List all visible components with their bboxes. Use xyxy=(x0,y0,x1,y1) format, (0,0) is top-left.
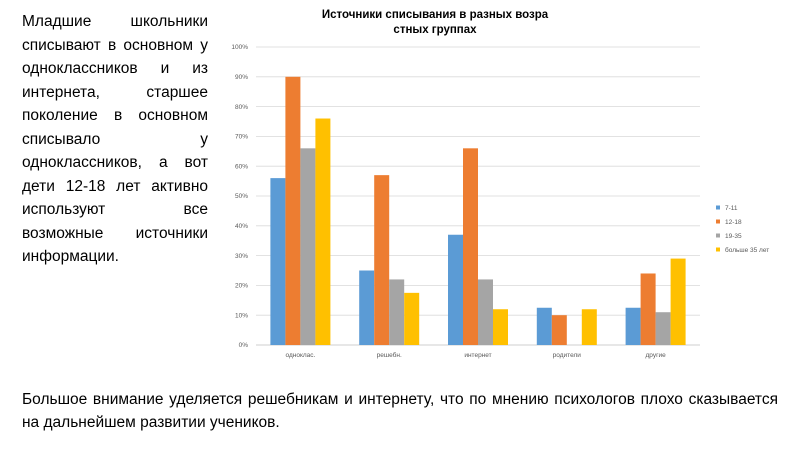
legend-label: 19-35 xyxy=(725,233,742,240)
bar xyxy=(359,270,375,345)
bar xyxy=(315,118,331,346)
bar xyxy=(493,309,508,345)
legend-swatch xyxy=(716,219,720,224)
legend-swatch xyxy=(716,233,720,238)
legend-label: 12-18 xyxy=(725,219,742,226)
bar xyxy=(285,76,301,346)
bar xyxy=(670,258,686,345)
x-category-label: решебн. xyxy=(377,351,402,359)
legend-label: 7-11 xyxy=(725,205,738,212)
y-tick-label: 50% xyxy=(235,193,248,200)
x-category-label: интернет xyxy=(464,352,491,359)
bar xyxy=(640,273,656,345)
bar xyxy=(270,178,286,345)
bar xyxy=(536,307,552,345)
bar xyxy=(404,292,420,345)
y-tick-label: 80% xyxy=(235,104,248,111)
left-description-text: Младшие школьники списывают в основном у… xyxy=(22,13,208,265)
y-tick-label: 100% xyxy=(231,44,248,51)
legend-swatch xyxy=(716,247,720,252)
x-category-label: одноклас. xyxy=(285,352,315,359)
x-category-label: другие xyxy=(645,352,666,359)
chart-title: Источники списывания в разных возра стны… xyxy=(255,8,615,38)
bar xyxy=(463,148,478,345)
bar xyxy=(625,307,641,345)
bar xyxy=(551,315,567,345)
legend-label: больше 35 лет xyxy=(725,246,769,254)
bar xyxy=(448,234,463,345)
bar xyxy=(374,175,390,345)
y-tick-label: 70% xyxy=(235,134,248,141)
x-category-label: родители xyxy=(553,352,582,359)
bar xyxy=(300,148,316,345)
chart-title-line-2: стных группах xyxy=(393,24,477,36)
bar xyxy=(655,312,671,345)
legend-swatch xyxy=(716,205,720,210)
y-tick-label: 20% xyxy=(235,283,248,290)
bottom-conclusion-text: Большое внимание уделяется решебникам и … xyxy=(22,391,778,431)
y-tick-label: 60% xyxy=(235,163,248,170)
chart-title-line-1: Источники списывания в разных возра xyxy=(321,9,549,21)
bar xyxy=(581,309,597,345)
bar xyxy=(389,279,405,345)
bar xyxy=(478,279,493,345)
y-tick-label: 40% xyxy=(235,223,248,230)
y-tick-label: 10% xyxy=(235,312,248,319)
y-tick-label: 30% xyxy=(235,253,248,260)
y-tick-label: 0% xyxy=(239,342,249,349)
y-tick-label: 90% xyxy=(235,74,248,81)
